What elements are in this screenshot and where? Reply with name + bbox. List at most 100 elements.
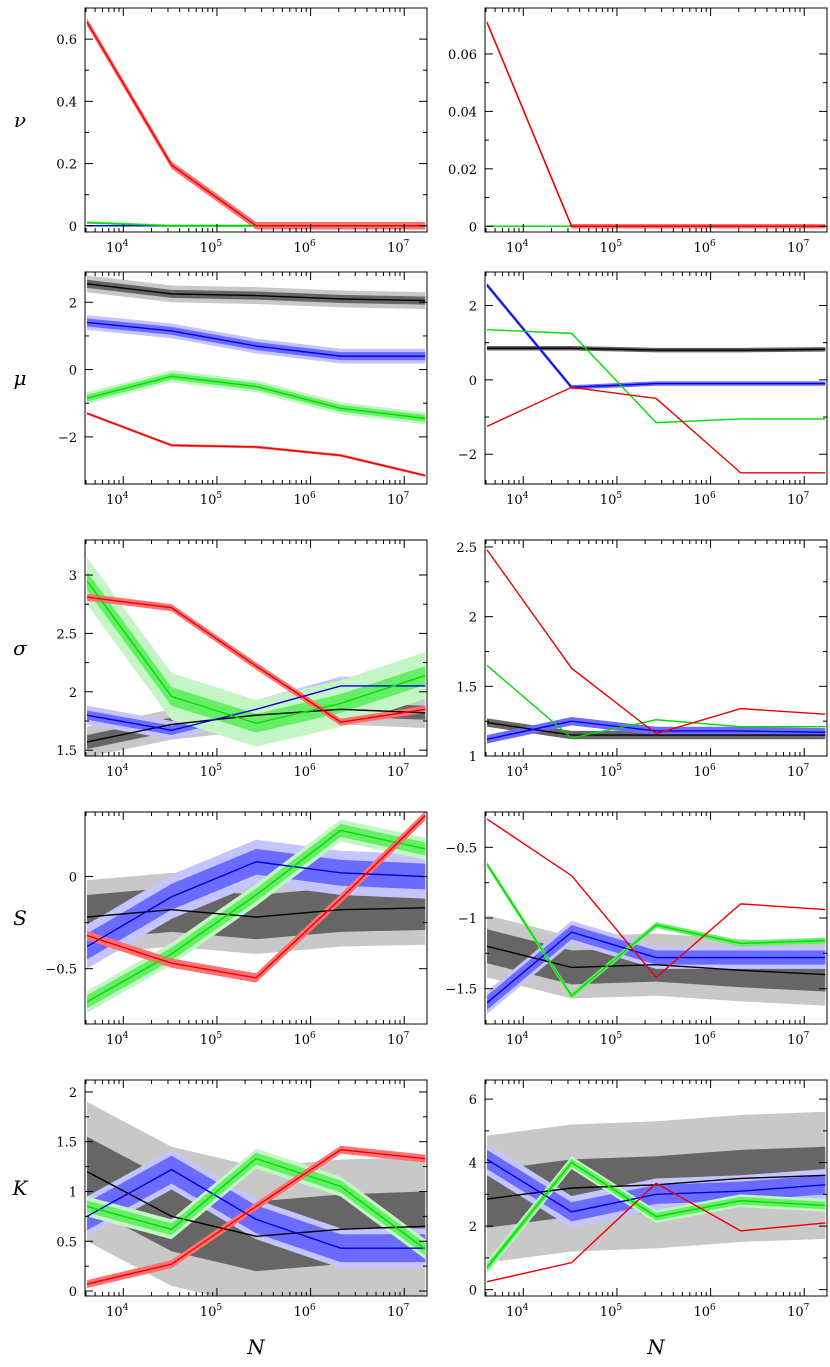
panel-r0-c0: 104 105 106 107 0 0.2 0.4 0.6 <box>56 7 428 256</box>
x-tick-label: 107 <box>387 1303 410 1320</box>
panel-r1-c0: 104 105 106 107 −2 0 2 <box>58 271 428 508</box>
y-tick-label: 0 <box>469 220 477 235</box>
red-inner-band <box>486 20 826 229</box>
panel-r1-c1: 104 105 106 107 −2 0 2 <box>458 271 828 508</box>
xlabel-col-1: N <box>646 1335 666 1359</box>
y-tick-label: 2.5 <box>456 541 477 556</box>
x-tick-label: 106 <box>293 1031 316 1048</box>
x-tick-label: 107 <box>787 491 810 508</box>
xlabel-col-0: N <box>246 1335 266 1359</box>
panel-r2-c1: 104 105 106 107 1 1.5 2 2.5 <box>456 539 828 780</box>
y-tick-label: 2 <box>469 1220 477 1235</box>
y-tick-label: 0 <box>69 871 77 886</box>
y-tick-label: −1 <box>458 912 477 927</box>
y-tick-label: 0 <box>69 220 77 235</box>
blue-inner-band <box>486 1149 826 1222</box>
x-tick-label: 105 <box>600 763 623 780</box>
y-tick-label: 0.5 <box>56 1235 77 1250</box>
x-tick-label: 106 <box>693 763 716 780</box>
panel-r4-c1: 104 105 106 107 0 2 4 6 <box>469 1079 828 1320</box>
x-tick-label: 107 <box>387 491 410 508</box>
y-tick-label: 0 <box>469 1284 477 1299</box>
y-tick-label: 1.5 <box>456 680 477 695</box>
red-series-line <box>86 596 426 723</box>
black-series-line <box>486 945 826 976</box>
x-tick-label: 105 <box>600 1031 623 1048</box>
blue-series-line <box>86 1168 426 1249</box>
x-tick-label: 104 <box>106 1303 129 1320</box>
panel-r2-c0: 104 105 106 107 1.5 2 2.5 3 <box>56 539 428 780</box>
y-tick-label: −1.5 <box>445 983 477 998</box>
x-tick-label: 107 <box>387 763 410 780</box>
green-outer-band <box>86 370 426 425</box>
green-series-line <box>486 1161 826 1268</box>
x-tick-label: 104 <box>106 763 129 780</box>
x-tick-label: 105 <box>200 239 223 256</box>
x-tick-label: 104 <box>506 763 529 780</box>
black-series-line <box>486 721 826 736</box>
x-tick-label: 105 <box>200 491 223 508</box>
ylabel-row-0: ν <box>14 108 26 132</box>
x-tick-label: 104 <box>106 491 129 508</box>
x-tick-label: 105 <box>600 1303 623 1320</box>
x-tick-label: 107 <box>787 239 810 256</box>
panel-frame <box>84 1079 428 1297</box>
green-inner-band <box>486 1158 826 1272</box>
blue-inner-band <box>486 282 826 390</box>
plot-area <box>86 18 426 230</box>
y-tick-label: 0 <box>69 364 77 379</box>
blue-series-line <box>86 861 426 948</box>
x-tick-label: 105 <box>600 491 623 508</box>
x-tick-label: 104 <box>106 239 129 256</box>
panel-r0-c1: 104 105 106 107 0 0.02 0.04 0.06 <box>448 7 828 256</box>
y-tick-label: 2 <box>69 296 77 311</box>
green-series-line <box>486 328 826 424</box>
plot-area <box>486 282 826 474</box>
y-tick-label: 0.2 <box>56 158 77 173</box>
green-series-line <box>86 375 426 420</box>
y-tick-label: 1.5 <box>56 744 77 759</box>
y-tick-label: 2.5 <box>56 627 77 642</box>
panel-frame <box>84 271 428 485</box>
plot-area <box>486 20 826 229</box>
y-tick-label: 0.4 <box>56 95 77 110</box>
panel-frame <box>484 271 828 485</box>
red-series-line <box>86 815 426 979</box>
x-tick-label: 105 <box>200 1031 223 1048</box>
plot-area <box>86 1101 426 1296</box>
red-inner-band <box>86 593 426 726</box>
y-tick-label: 2 <box>69 1086 77 1101</box>
plot-area <box>86 812 426 1013</box>
x-tick-label: 104 <box>506 491 529 508</box>
x-tick-label: 105 <box>600 239 623 256</box>
x-tick-label: 107 <box>787 763 810 780</box>
blue-series-line <box>486 720 826 740</box>
x-tick-label: 106 <box>293 491 316 508</box>
red-series-line <box>486 818 826 979</box>
x-tick-label: 107 <box>787 1031 810 1048</box>
panel-frame <box>484 7 828 233</box>
red-series-line <box>86 21 426 227</box>
y-tick-label: 4 <box>469 1157 477 1172</box>
x-tick-label: 107 <box>787 1303 810 1320</box>
black-series-line <box>86 907 426 918</box>
x-tick-label: 104 <box>506 1031 529 1048</box>
ylabel-row-1: μ <box>14 366 27 390</box>
green-series-line <box>86 580 426 725</box>
green-series-line <box>486 863 826 997</box>
red-series-line <box>486 1182 826 1283</box>
blue-inner-band <box>86 848 426 960</box>
x-tick-label: 107 <box>387 1031 410 1048</box>
panel-frame <box>84 811 428 1025</box>
y-tick-label: 6 <box>469 1093 477 1108</box>
y-tick-label: 0 <box>469 374 477 389</box>
y-tick-label: −0.5 <box>45 963 77 978</box>
blue-series-line <box>86 685 426 732</box>
blue-series-line <box>486 931 826 1004</box>
red-inner-band <box>86 1145 426 1289</box>
y-tick-label: 2 <box>69 686 77 701</box>
x-tick-label: 104 <box>506 239 529 256</box>
panel-r3-c1: 104 105 106 107 −1.5 −1 −0.5 <box>445 811 828 1048</box>
x-tick-label: 106 <box>693 491 716 508</box>
